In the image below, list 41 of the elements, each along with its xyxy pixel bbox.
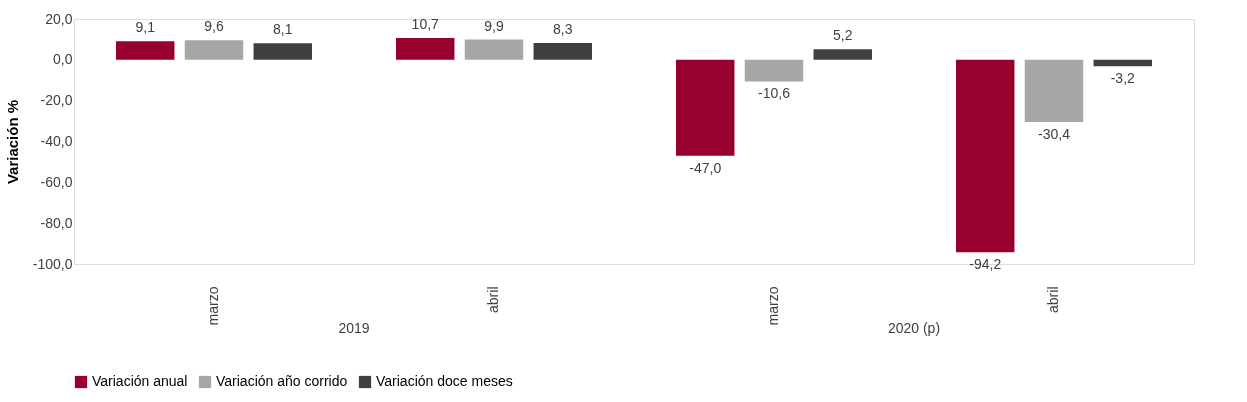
y-tick-label: 20,0 bbox=[45, 10, 73, 27]
data-label: 9,9 bbox=[484, 17, 504, 34]
bar bbox=[464, 39, 524, 60]
bar bbox=[396, 37, 455, 60]
y-tick-label: 0,0 bbox=[53, 51, 73, 68]
bar bbox=[676, 59, 735, 156]
data-label: 8,1 bbox=[273, 21, 293, 38]
data-label: -3,2 bbox=[1110, 70, 1136, 87]
bar bbox=[184, 40, 244, 60]
bar bbox=[1024, 59, 1084, 122]
x-tick-label: marzo bbox=[765, 286, 781, 326]
data-label: -30,4 bbox=[1038, 125, 1071, 142]
text: 2019 bbox=[338, 320, 370, 336]
x-tick-label: abril bbox=[1045, 286, 1061, 313]
data-label: 5,2 bbox=[833, 27, 853, 44]
bar bbox=[1093, 59, 1152, 67]
legend-label: Variación año corrido bbox=[216, 373, 348, 389]
data-label: 8,3 bbox=[553, 20, 573, 37]
bar bbox=[956, 59, 1015, 253]
text: 2020 (p) bbox=[887, 320, 941, 336]
y-tick-label: -80,0 bbox=[40, 214, 73, 231]
bar bbox=[813, 49, 872, 60]
legend-label: Variación anual bbox=[92, 373, 188, 389]
y-tick-label: -40,0 bbox=[40, 133, 73, 149]
data-label: 9,6 bbox=[204, 18, 224, 35]
data-label: -47,0 bbox=[689, 159, 722, 176]
bar bbox=[253, 43, 312, 60]
data-label: -94,2 bbox=[969, 256, 1002, 273]
bar bbox=[744, 59, 804, 82]
bar bbox=[116, 41, 175, 60]
data-label: -10,6 bbox=[758, 85, 791, 102]
y-tick-label: -20,0 bbox=[40, 92, 73, 109]
bar bbox=[533, 42, 592, 60]
legend-label: Variación doce meses bbox=[376, 373, 513, 389]
y-tick-label: -60,0 bbox=[40, 173, 73, 190]
y-tick-label: -100,0 bbox=[32, 255, 73, 272]
y-axis-title: Variación % bbox=[3, 99, 21, 185]
x-tick-label: abril bbox=[485, 286, 501, 313]
x-tick-label: marzo bbox=[205, 286, 221, 326]
data-label: 10,7 bbox=[411, 15, 440, 32]
data-label: 9,1 bbox=[135, 19, 156, 36]
